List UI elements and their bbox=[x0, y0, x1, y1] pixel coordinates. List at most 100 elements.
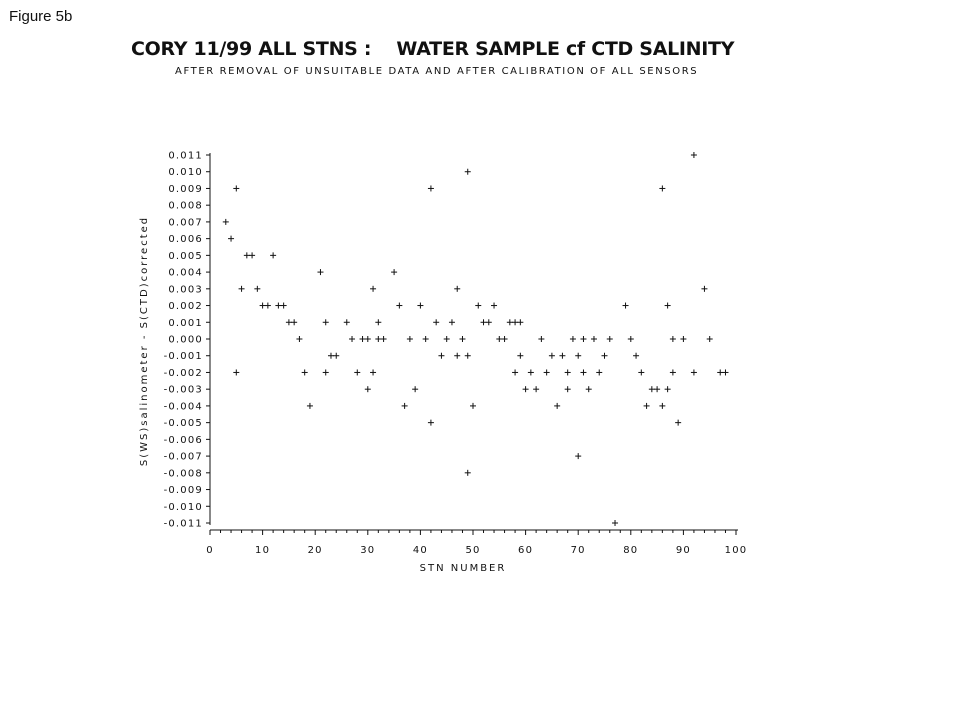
data-point bbox=[580, 369, 587, 376]
data-point bbox=[664, 302, 671, 309]
y-tick-label: 0.006 bbox=[168, 234, 203, 245]
x-tick-label: 50 bbox=[465, 545, 480, 556]
data-point bbox=[406, 336, 413, 342]
data-point bbox=[564, 386, 571, 393]
figure-label: Figure 5b bbox=[9, 8, 73, 25]
data-point bbox=[491, 302, 498, 309]
data-point bbox=[470, 402, 476, 409]
data-point bbox=[391, 269, 398, 276]
data-point bbox=[370, 369, 377, 376]
y-tick-label: -0.006 bbox=[164, 435, 203, 446]
y-tick-label: -0.008 bbox=[164, 468, 203, 479]
data-point bbox=[375, 336, 382, 342]
y-tick-label: -0.010 bbox=[164, 502, 203, 513]
data-point bbox=[706, 336, 713, 342]
data-point bbox=[612, 520, 619, 526]
data-point bbox=[606, 336, 613, 342]
data-point bbox=[475, 302, 482, 309]
data-point bbox=[359, 336, 366, 342]
data-point bbox=[527, 369, 534, 376]
y-tick-label: 0.005 bbox=[168, 251, 203, 262]
y-tick-label: 0.009 bbox=[168, 184, 203, 195]
data-point bbox=[680, 336, 687, 342]
data-point bbox=[222, 218, 229, 225]
data-point bbox=[627, 336, 634, 342]
data-point bbox=[554, 402, 561, 409]
data-point bbox=[480, 319, 487, 326]
data-point bbox=[364, 386, 371, 393]
data-point bbox=[443, 336, 450, 342]
y-tick-label: -0.007 bbox=[164, 452, 203, 463]
x-tick-label: 100 bbox=[725, 545, 748, 556]
data-point bbox=[427, 185, 434, 192]
x-tick-label: 10 bbox=[255, 545, 270, 556]
data-point bbox=[575, 453, 582, 460]
data-point bbox=[306, 402, 313, 409]
data-point bbox=[512, 369, 519, 376]
data-point bbox=[228, 235, 235, 242]
x-tick-label: 0 bbox=[206, 545, 214, 556]
data-point bbox=[275, 302, 282, 309]
data-point bbox=[433, 319, 440, 326]
y-tick-label: 0.004 bbox=[168, 268, 203, 279]
data-point bbox=[622, 302, 629, 309]
data-point bbox=[448, 319, 455, 326]
data-point bbox=[464, 469, 471, 476]
data-point bbox=[559, 352, 566, 359]
data-point bbox=[659, 402, 666, 409]
y-axis-ticks: 0.011 0.010 0.009 0.008 0.007 0.006 0.005 0.004… bbox=[164, 151, 210, 530]
data-point bbox=[401, 402, 408, 409]
data-point bbox=[349, 336, 356, 342]
data-point bbox=[596, 369, 603, 376]
data-point bbox=[296, 336, 303, 342]
data-point bbox=[375, 319, 382, 326]
data-point bbox=[659, 185, 666, 192]
data-point bbox=[422, 336, 429, 342]
x-tick-label: 30 bbox=[360, 545, 375, 556]
x-axis-ticks: 0 10 20 30 40 50 60 70 80 90 100 bbox=[206, 530, 748, 556]
data-point bbox=[643, 402, 650, 409]
y-tick-label: -0.004 bbox=[164, 401, 203, 412]
x-tick-label: 20 bbox=[308, 545, 323, 556]
chart-subtitle: AFTER REMOVAL OF UNSUITABLE DATA AND AFT… bbox=[175, 66, 699, 77]
data-point bbox=[417, 302, 424, 309]
data-point bbox=[654, 386, 661, 393]
data-point bbox=[464, 352, 471, 359]
data-point bbox=[249, 252, 256, 259]
data-point bbox=[280, 302, 287, 309]
y-tick-label: -0.002 bbox=[164, 368, 203, 379]
y-tick-label: -0.009 bbox=[164, 485, 203, 496]
data-point bbox=[564, 369, 571, 376]
x-tick-label: 70 bbox=[571, 545, 586, 556]
data-point bbox=[364, 336, 371, 342]
y-tick-label: 0.010 bbox=[168, 167, 203, 178]
data-point bbox=[233, 185, 240, 192]
chart-title: CORY 11/99 ALL STNS : WATER SAMPLE cf CT… bbox=[131, 38, 735, 60]
data-point bbox=[243, 252, 250, 259]
data-point bbox=[675, 419, 682, 426]
data-point bbox=[648, 386, 655, 393]
data-point bbox=[701, 285, 708, 292]
data-point bbox=[427, 419, 434, 426]
data-point bbox=[438, 352, 445, 359]
data-point bbox=[601, 352, 608, 359]
data-point bbox=[669, 336, 676, 342]
y-tick-label: -0.001 bbox=[164, 351, 203, 362]
data-point bbox=[233, 369, 240, 376]
data-point bbox=[454, 352, 461, 359]
data-point bbox=[669, 369, 676, 376]
data-point bbox=[454, 285, 461, 292]
data-point bbox=[464, 168, 471, 175]
axes bbox=[209, 153, 738, 531]
y-tick-label: -0.011 bbox=[164, 519, 203, 530]
data-point bbox=[717, 369, 724, 376]
data-point bbox=[380, 336, 387, 342]
y-axis-label: S(WS)salinometer - S(CTD)corrected bbox=[139, 216, 150, 466]
data-point bbox=[569, 336, 576, 342]
y-tick-label: 0.007 bbox=[168, 217, 203, 228]
data-point bbox=[317, 269, 324, 276]
x-tick-label: 60 bbox=[518, 545, 533, 556]
data-point bbox=[291, 319, 298, 326]
data-point bbox=[301, 369, 308, 376]
